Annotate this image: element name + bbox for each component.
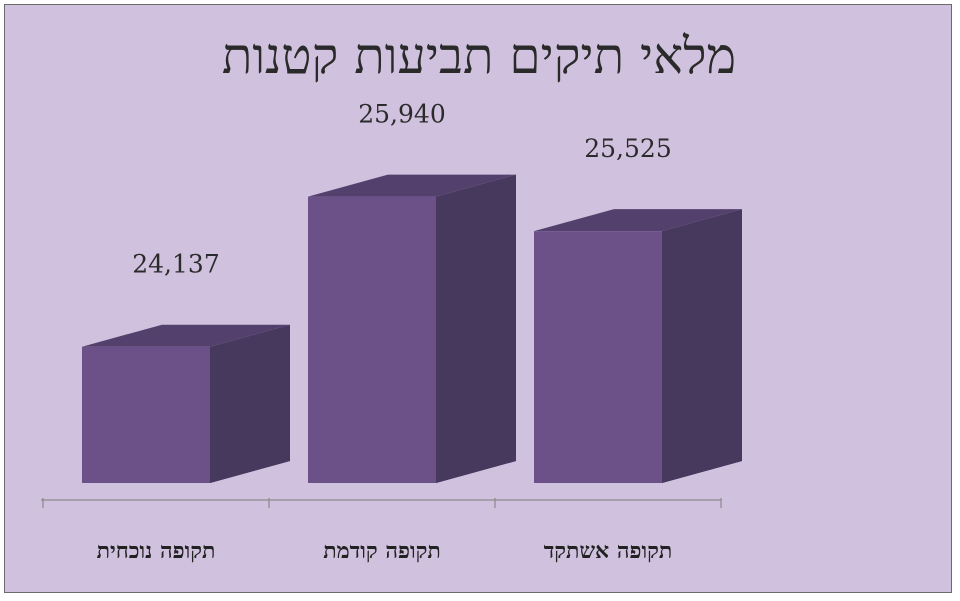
bar-side-face	[210, 324, 290, 483]
bar-chart: 24,137 25,940 25,525 תקופה אשתקד תקופה קודמת…	[41, 100, 742, 564]
bar-3	[82, 324, 290, 483]
data-label: 24,137	[132, 250, 219, 279]
bar-side-face	[436, 174, 516, 483]
bar-2	[308, 174, 516, 483]
bar-top-face	[534, 209, 742, 232]
bar-top-face	[308, 174, 516, 197]
bar-front-face	[82, 346, 210, 483]
bar-side-face	[662, 209, 742, 483]
data-label: 25,525	[584, 134, 671, 163]
bar-top-face	[82, 324, 290, 347]
bar-front-face	[534, 231, 662, 483]
category-label: תקופה נוכחית	[97, 538, 216, 564]
category-label: תקופה קודמת	[323, 538, 441, 564]
bar-1	[534, 209, 742, 483]
category-label: תקופה אשתקד	[544, 538, 673, 564]
x-axis	[41, 498, 722, 508]
chart-frame: מלאי תיקים תביעות קטנות 24,137 25,940 25,5…	[4, 4, 952, 593]
chart-title: מלאי תיקים תביעות קטנות	[221, 27, 737, 85]
labels-layer: 24,137 25,940 25,525 תקופה אשתקד תקופה קודמת…	[97, 100, 673, 564]
bar-front-face	[308, 196, 436, 483]
data-label: 25,940	[358, 100, 445, 129]
bars-layer	[82, 174, 742, 483]
